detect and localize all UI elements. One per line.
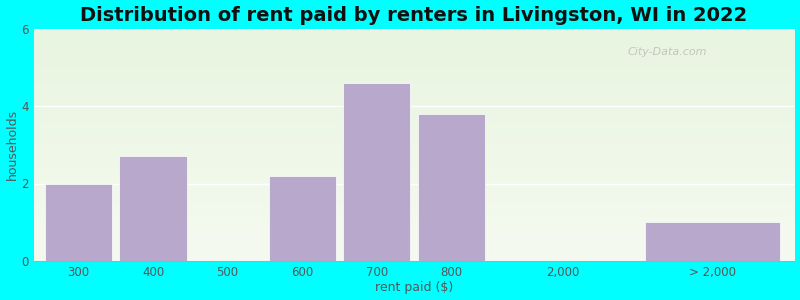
Bar <box>418 114 485 261</box>
Y-axis label: households: households <box>6 109 18 180</box>
Title: Distribution of rent paid by renters in Livingston, WI in 2022: Distribution of rent paid by renters in … <box>81 6 748 25</box>
Bar <box>343 83 410 261</box>
Bar <box>45 184 112 261</box>
Bar <box>269 176 336 261</box>
Bar <box>646 222 779 261</box>
Text: City-Data.com: City-Data.com <box>627 47 706 57</box>
X-axis label: rent paid ($): rent paid ($) <box>375 281 453 294</box>
Bar <box>119 156 186 261</box>
